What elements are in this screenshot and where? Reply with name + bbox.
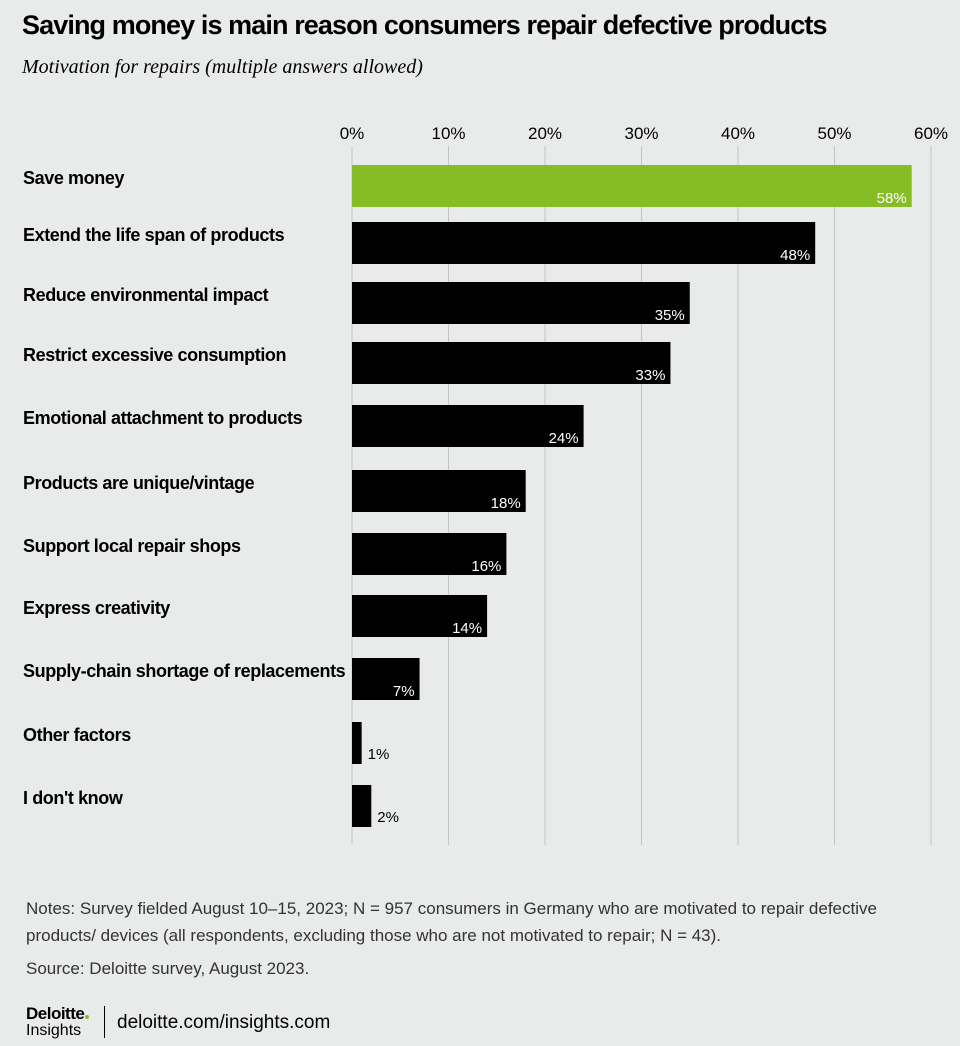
category-label: I don't know [23,788,124,808]
x-tick-label: 20% [528,124,562,143]
bar [352,470,526,512]
bar [352,533,507,575]
bar [352,785,372,827]
bar [352,165,912,207]
bar [352,595,488,637]
footer-url: deloitte.com/insights.com [117,1012,331,1033]
category-label: Extend the life span of products [23,225,285,245]
value-label: 33% [635,367,665,384]
chart-subtitle: Motivation for repairs (multiple answers… [22,56,423,78]
category-label: Products are unique/vintage [23,473,255,493]
x-tick-label: 60% [914,124,948,143]
category-label: Other factors [23,725,131,745]
value-label: 35% [655,307,685,324]
bar [352,282,690,324]
source-text: Source: Deloitte survey, August 2023. [26,959,310,978]
value-label: 14% [452,620,482,637]
logo-main-text: Deloitte [26,1004,85,1023]
category-label: Reduce environmental impact [23,285,269,305]
bar [352,722,362,764]
bars [352,165,912,827]
category-label: Emotional attachment to products [23,408,303,428]
value-label: 58% [877,190,907,207]
footer-divider [104,1006,105,1038]
value-label: 24% [549,430,579,447]
value-labels: 58% 48% 35% 33% 24% 18% 16% 14% 7% 1% 2% [368,190,907,826]
x-tick-label: 40% [721,124,755,143]
category-label: Express creativity [23,598,170,618]
category-label: Supply-chain shortage of replacements [23,661,346,681]
category-label: Save money [23,168,124,188]
value-label: 2% [377,809,399,826]
bar [352,405,584,447]
logo-sub-text: Insights [26,1022,82,1039]
x-tick-label: 30% [624,124,658,143]
deloitte-insights-logo: Deloitte Insights [26,1004,90,1039]
bar [352,342,671,384]
value-label: 16% [471,558,501,575]
x-tick-label: 0% [340,124,365,143]
chart-title: Saving money is main reason consumers re… [22,10,828,40]
logo-green-dot [85,1015,90,1019]
value-label: 48% [780,247,810,264]
value-label: 18% [491,495,521,512]
bar [352,222,816,264]
bar [352,658,420,700]
x-tick-label: 50% [817,124,851,143]
value-label: 1% [368,746,390,763]
category-labels: Save money Extend the life span of produc… [23,168,346,808]
value-label: 7% [393,683,415,700]
x-axis-ticks: 0% 10% 20% 30% 40% 50% 60% [340,124,948,143]
x-tick-label: 10% [431,124,465,143]
category-label: Restrict excessive consumption [23,345,286,365]
bar-chart: 0% 10% 20% 30% 40% 50% 60% Save money Extend th… [23,124,948,845]
notes-text: Notes: Survey fielded August 10–15, 2023… [26,899,877,945]
category-label: Support local repair shops [23,536,241,556]
